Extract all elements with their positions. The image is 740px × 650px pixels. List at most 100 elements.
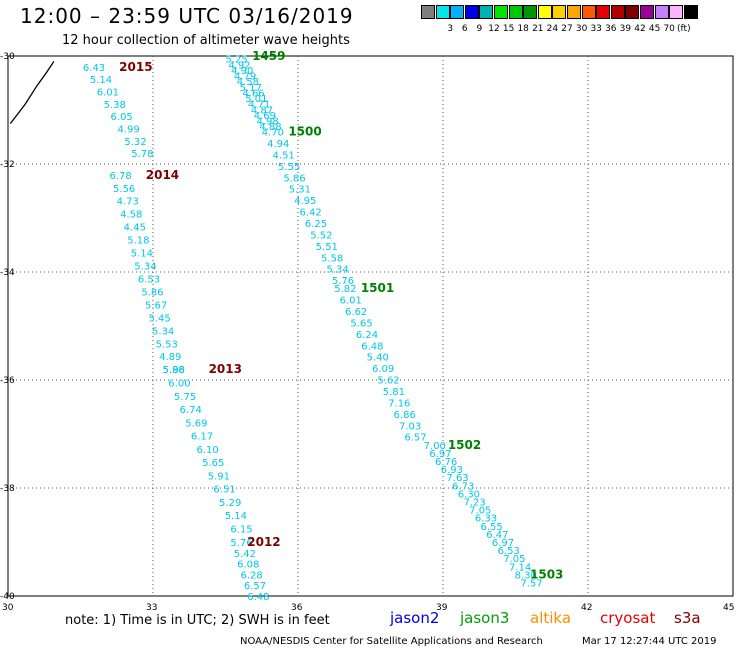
- wave-height-value: 7.05: [469, 506, 491, 517]
- wave-height-value: 6.57: [244, 581, 266, 592]
- color-swatch: [683, 5, 698, 19]
- wave-height-value: 6.55: [481, 522, 503, 533]
- color-swatch: [421, 5, 435, 19]
- wave-height-value: 6.42: [299, 208, 321, 219]
- wave-height-value: 6.74: [180, 405, 202, 416]
- wave-height-value: 6.15: [230, 525, 252, 536]
- wave-height-value: 4.98: [257, 117, 279, 128]
- wave-height-value: 4.99: [117, 125, 139, 136]
- credit-text: NOAA/NESDIS Center for Satellite Applica…: [240, 636, 543, 647]
- wave-height-value: 5.29: [219, 498, 241, 509]
- pass-track: 6.785.564.734.584.455.185.145.346.535.86…: [110, 168, 185, 376]
- wave-height-value: 5.62: [377, 376, 399, 387]
- page-title: 12:00 – 23:59 UTC 03/16/2019: [20, 4, 354, 28]
- wave-height-value: 5.78: [131, 149, 153, 160]
- wave-height-value: 6.10: [197, 445, 219, 456]
- wave-height-value: 6.73: [452, 481, 474, 492]
- pass-label: 1459: [252, 49, 285, 63]
- wave-height-value: 4.58: [120, 210, 142, 221]
- wave-height-value: 6.01: [97, 87, 119, 98]
- wave-height-value: 6.09: [372, 364, 394, 375]
- pass-track: 1503: [530, 567, 563, 581]
- wave-height-value: 4.89: [159, 352, 181, 363]
- footer-note: note: 1) Time is in UTC; 2) SWH is in fe…: [65, 613, 330, 628]
- pass-track: 5.98 6.00 5.75 6.74 5.69 6.17 6.10 5.65 5.91 6.51…: [163, 362, 253, 535]
- wave-height-value: 6.48: [361, 341, 383, 352]
- latitude-tick-label: -30: [0, 52, 15, 62]
- longitude-tick-label: 30: [2, 603, 14, 613]
- wave-height-value: 6.24: [356, 330, 378, 341]
- wave-height-value: 5.32: [124, 137, 146, 148]
- color-scale-label: 27: [561, 24, 573, 34]
- pass-track: 6.435.146.01 5.386.05 4.995.325.78 2015: [83, 60, 154, 160]
- wave-height-value: 5.75: [174, 392, 196, 403]
- wave-height-value: 5.81: [383, 387, 405, 398]
- color-swatch: [567, 5, 581, 19]
- latitude-tick-label: -40: [0, 592, 15, 602]
- pass-label: 1502: [448, 438, 481, 452]
- wave-height-value: 8.30: [515, 570, 537, 581]
- color-scale-label: 42: [634, 24, 646, 34]
- wave-height-value: 5.67: [145, 300, 167, 311]
- color-scale-label: 6: [461, 24, 468, 34]
- wave-height-value: 4.95: [294, 196, 316, 207]
- wave-height-value: 4.92: [228, 60, 250, 71]
- color-swatch: [596, 5, 611, 19]
- color-swatch: [537, 5, 552, 19]
- wave-height-value: 7.63: [446, 473, 468, 484]
- satellite-tracks: 6.435.146.015.386.054.995.325.7820156.78…: [83, 49, 563, 603]
- page-subtitle: 12 hour collection of altimeter wave hei…: [62, 33, 350, 48]
- color-scale-label: 3: [447, 24, 454, 34]
- pass-track: 5.254.924.904.794.585.174.665.014.714.87…: [226, 49, 286, 133]
- wave-height-value: 5.51: [316, 242, 338, 253]
- pass-label: 2014: [146, 168, 179, 182]
- color-swatch: [552, 5, 567, 19]
- legend-jason2: jason2: [390, 609, 440, 627]
- wave-height-value: 7.00: [424, 441, 446, 452]
- wave-height-value: 5.18: [127, 236, 149, 247]
- wave-height-value: 5.14: [131, 249, 153, 260]
- wave-height-value: 5.65: [350, 318, 372, 329]
- wave-height-value: 4.45: [124, 223, 146, 234]
- pass-label: 2013: [209, 362, 242, 376]
- wave-height-value: 5.82: [334, 284, 356, 295]
- wave-height-value: 4.51: [273, 150, 295, 161]
- color-scale-label: 36: [605, 24, 617, 34]
- pass-label: 2012: [247, 535, 280, 549]
- color-scale-label: 33: [590, 24, 602, 34]
- pass-label: 2015: [119, 60, 152, 74]
- map-gridlines: [8, 56, 733, 596]
- pass-track: 5.765.426.086.286.576.48 2012: [230, 535, 280, 603]
- latitude-tick-label: -34: [0, 268, 15, 278]
- generated-timestamp: Mar 17 12:27:44 UTC 2019: [582, 636, 717, 647]
- wave-height-value: 6.53: [498, 546, 520, 557]
- wave-height-value: 5.34: [152, 326, 174, 337]
- longitude-tick-label: 39: [436, 603, 448, 613]
- wave-height-value: 6.17: [191, 432, 213, 443]
- color-scale-label: 39: [619, 24, 632, 34]
- wave-height-value: 4.79: [234, 72, 256, 83]
- wave-height-value: 5.55: [278, 162, 300, 173]
- color-swatch: [494, 5, 508, 19]
- pass-label: 1503: [530, 567, 563, 581]
- pass-track: 4.704.944.515.555.865.314.956.426.255.52…: [262, 125, 354, 288]
- wave-height-value: 6.78: [110, 171, 132, 182]
- wave-height-value: 6.47: [486, 530, 508, 541]
- longitude-tick-label: 36: [291, 603, 303, 613]
- wave-height-value: 5.76: [230, 538, 252, 549]
- color-swatch: [640, 5, 654, 19]
- map-frame: [7, 55, 734, 597]
- wave-height-value: 5.40: [367, 353, 389, 364]
- wave-height-value: 5.76: [332, 276, 354, 287]
- wave-height-value: 7.23: [463, 498, 485, 509]
- wave-height-value: 5.25: [226, 55, 248, 66]
- wave-height-value: 5.86: [283, 173, 305, 184]
- color-scale-label: (ft): [677, 24, 691, 34]
- wave-height-value: 4.69: [254, 111, 276, 122]
- wave-height-value: 6.53: [138, 274, 160, 285]
- legend-altika: altika: [530, 609, 572, 627]
- wave-height-value: 6.48: [247, 592, 269, 603]
- wave-height-value: 6.28: [240, 570, 262, 581]
- wave-height-value: 4.71: [248, 100, 270, 111]
- color-swatch: [610, 5, 625, 19]
